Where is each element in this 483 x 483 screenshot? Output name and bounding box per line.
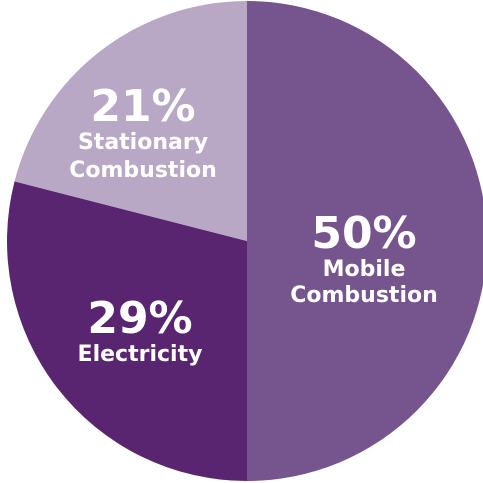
slice-percent-label: 21% xyxy=(90,81,195,132)
slice-name-label: Combustion xyxy=(69,158,217,183)
slice-name-label: Mobile xyxy=(323,257,406,282)
slice-name-label: Electricity xyxy=(78,342,203,367)
slice-name-label: Combustion xyxy=(290,283,438,308)
pie-slice-2 xyxy=(14,1,248,241)
slice-percent-label: 50% xyxy=(311,208,416,259)
pie-labels: 50%MobileCombustion29%Electricity21%Stat… xyxy=(69,81,438,367)
slice-percent-label: 29% xyxy=(87,293,192,344)
pie-slice-0 xyxy=(247,1,483,481)
pie-slices xyxy=(6,1,483,481)
pie-slice-1 xyxy=(6,181,248,481)
slice-name-label: Stationary xyxy=(78,130,208,155)
